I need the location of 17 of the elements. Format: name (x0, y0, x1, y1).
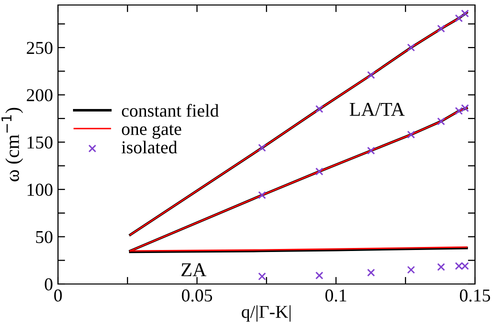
y-tick-label: 150 (28, 136, 52, 149)
y-tick-label: 250 (26, 42, 52, 54)
x-tick-label: 0 (54, 289, 62, 302)
legend-label: constant field (122, 104, 219, 117)
annotation: LA/TA (350, 102, 405, 116)
y-axis-title: ω (cm$^{−1}$) (2, 108, 24, 182)
y-tick-label: 100 (28, 184, 52, 196)
legend-label: one gate (122, 124, 182, 139)
y-tick-label: 0 (44, 278, 52, 290)
x-tick-label: 0.05 (182, 289, 212, 302)
x-axis-title: q/|Γ-K| (242, 305, 291, 322)
x-tick-label: 0.15 (460, 289, 490, 302)
legend-label: isolated (122, 140, 178, 154)
x-tick-label: 0.1 (325, 289, 346, 302)
y-tick-label: 200 (26, 89, 52, 102)
annotation: ZA (181, 263, 206, 276)
y-tick-label: 50 (36, 230, 52, 244)
